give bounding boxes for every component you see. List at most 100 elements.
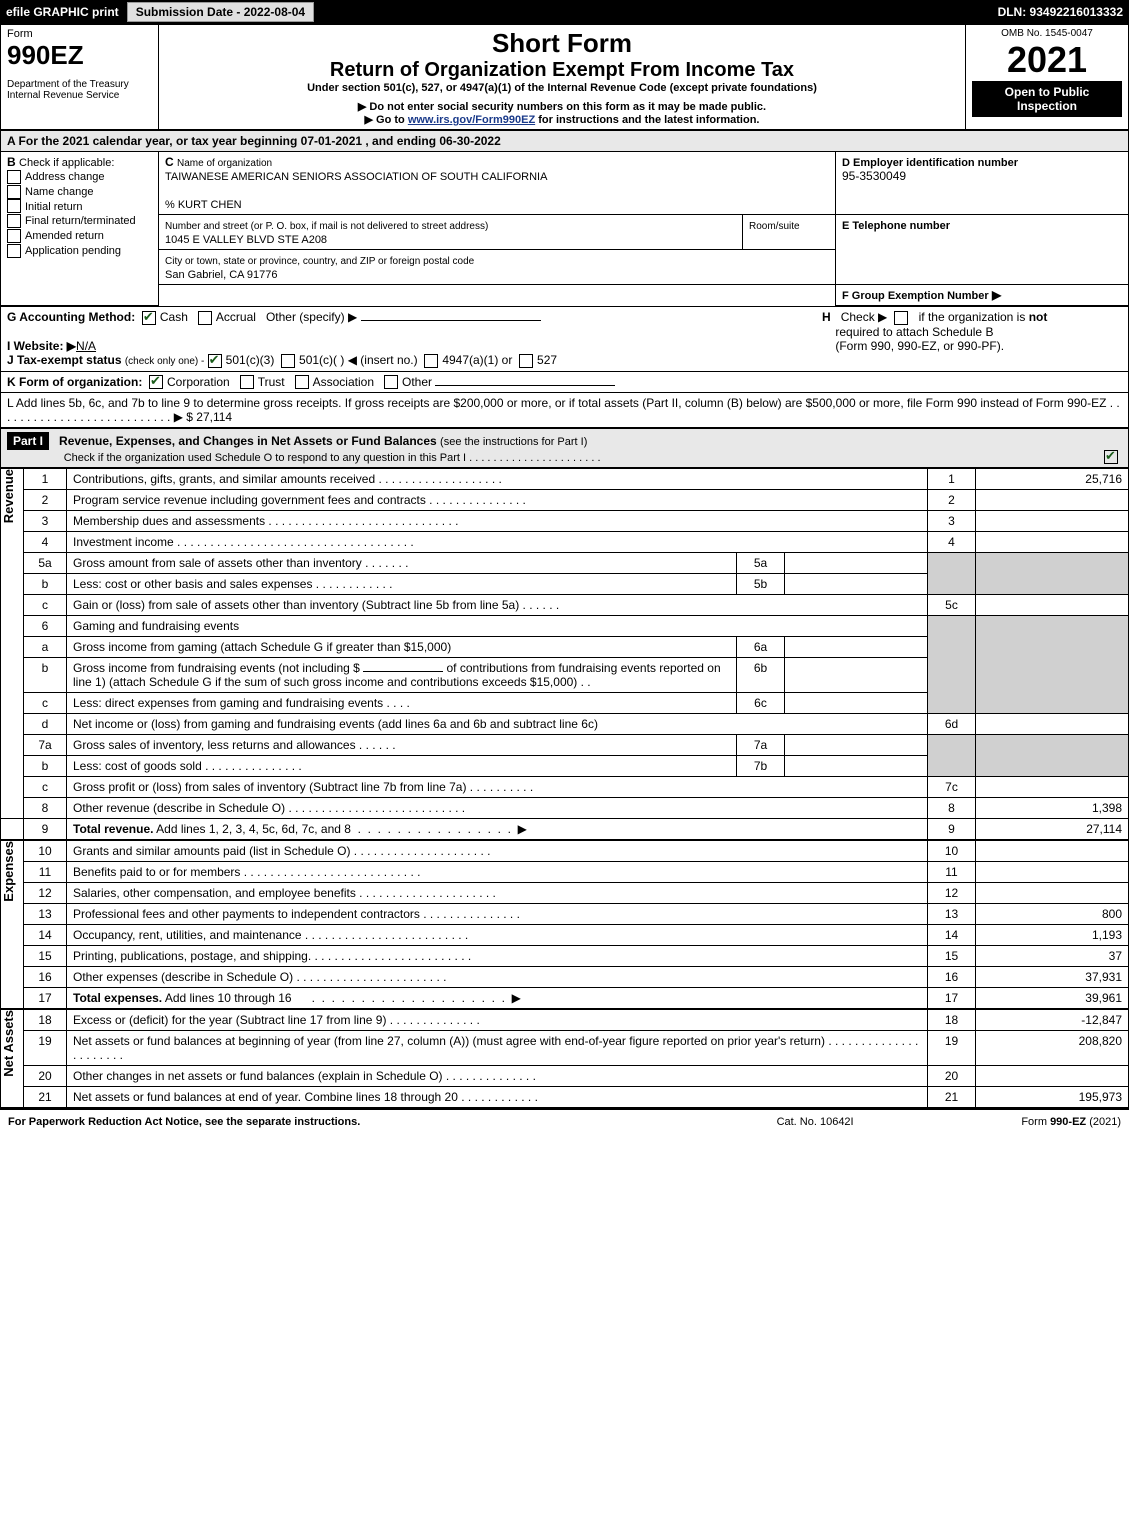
trust-label: Trust xyxy=(258,375,285,389)
l19-code: 19 xyxy=(928,1031,976,1066)
submission-date-button[interactable]: Submission Date - 2022-08-04 xyxy=(127,2,314,22)
room-label: Room/suite xyxy=(749,221,800,232)
l6d-code: 6d xyxy=(928,714,976,735)
l7c-desc: Gross profit or (loss) from sales of inv… xyxy=(67,777,928,798)
row-h-t5: (Form 990, 990-EZ, or 990-PF). xyxy=(835,339,1004,353)
amended-return-checkbox[interactable] xyxy=(7,229,21,243)
l7a-desc: Gross sales of inventory, less returns a… xyxy=(67,735,737,756)
l6b-amount-input[interactable] xyxy=(363,671,443,672)
subtitle: Under section 501(c), 527, or 4947(a)(1)… xyxy=(165,82,959,94)
final-return-checkbox[interactable] xyxy=(7,214,21,228)
box-c-name-label: Name of organization xyxy=(177,158,272,169)
l14-num: 14 xyxy=(24,925,67,946)
addr-change-checkbox[interactable] xyxy=(7,170,21,184)
l6c-val xyxy=(785,693,928,714)
footer-left: For Paperwork Reduction Act Notice, see … xyxy=(2,1112,725,1132)
501c3-label: 501(c)(3) xyxy=(226,353,275,367)
l17-bold: Total expenses. xyxy=(73,991,162,1005)
footer-mid: Cat. No. 10642I xyxy=(727,1112,904,1132)
l12-num: 12 xyxy=(24,883,67,904)
l16-val: 37,931 xyxy=(976,967,1129,988)
row-g-label: G Accounting Method: xyxy=(7,310,135,324)
other-org-label: Other xyxy=(402,375,432,389)
l17-code: 17 xyxy=(928,988,976,1009)
period-line: A For the 2021 calendar year, or tax yea… xyxy=(1,131,1129,152)
l6d-desc: Net income or (loss) from gaming and fun… xyxy=(67,714,928,735)
footer: For Paperwork Reduction Act Notice, see … xyxy=(0,1108,1129,1134)
box-c-letter: C xyxy=(165,155,174,169)
l3-desc: Membership dues and assessments . . . . … xyxy=(67,511,928,532)
accrual-label: Accrual xyxy=(216,310,256,324)
l20-num: 20 xyxy=(24,1066,67,1087)
street-label: Number and street (or P. O. box, if mail… xyxy=(165,221,488,232)
addr-change-label: Address change xyxy=(25,171,105,183)
netassets-table: Net Assets 18 Excess or (deficit) for th… xyxy=(0,1009,1129,1108)
4947-label: 4947(a)(1) or xyxy=(442,353,512,367)
l15-desc: Printing, publications, postage, and shi… xyxy=(67,946,928,967)
box-d-label: D Employer identification number xyxy=(842,157,1018,169)
irs-link[interactable]: www.irs.gov/Form990EZ xyxy=(408,114,535,126)
assoc-label: Association xyxy=(313,375,374,389)
accrual-checkbox[interactable] xyxy=(198,311,212,325)
l19-val: 208,820 xyxy=(976,1031,1129,1066)
l9-bold: Total revenue. xyxy=(73,822,153,836)
city-value: San Gabriel, CA 91776 xyxy=(165,269,278,281)
l5c-num: c xyxy=(24,595,67,616)
row-l-value: 27,114 xyxy=(196,410,232,424)
l16-code: 16 xyxy=(928,967,976,988)
l15-num: 15 xyxy=(24,946,67,967)
other-org-checkbox[interactable] xyxy=(384,375,398,389)
l15-val: 37 xyxy=(976,946,1129,967)
4947-checkbox[interactable] xyxy=(424,354,438,368)
main-title: Return of Organization Exempt From Incom… xyxy=(165,59,959,82)
goto-pre: ▶ Go to xyxy=(365,114,408,126)
l8-num: 8 xyxy=(24,798,67,819)
form-number: 990EZ xyxy=(7,40,152,71)
org-name: TAIWANESE AMERICAN SENIORS ASSOCIATION O… xyxy=(165,171,547,183)
ein-value: 95-3530049 xyxy=(842,169,906,183)
other-org-input[interactable] xyxy=(435,385,615,386)
l5a-num: 5a xyxy=(24,553,67,574)
l10-val xyxy=(976,841,1129,862)
website-value: N/A xyxy=(76,339,96,353)
l6d-val xyxy=(976,714,1129,735)
l6d-num: d xyxy=(24,714,67,735)
l6b-num: b xyxy=(24,658,67,693)
revenue-table: Revenue 1 Contributions, gifts, grants, … xyxy=(0,468,1129,840)
footer-right-post: (2021) xyxy=(1086,1116,1121,1128)
footer-right-bold: 990-EZ xyxy=(1050,1116,1086,1128)
assoc-checkbox[interactable] xyxy=(295,375,309,389)
527-checkbox[interactable] xyxy=(519,354,533,368)
application-pending-checkbox[interactable] xyxy=(7,244,21,258)
l20-code: 20 xyxy=(928,1066,976,1087)
name-change-checkbox[interactable] xyxy=(7,185,21,199)
initial-return-checkbox[interactable] xyxy=(7,199,21,213)
schedule-b-checkbox[interactable] xyxy=(894,311,908,325)
l12-val xyxy=(976,883,1129,904)
501c-label: 501(c)( ) xyxy=(299,353,344,367)
box-b-label: Check if applicable: xyxy=(19,157,114,169)
corp-checkbox[interactable] xyxy=(149,375,163,389)
l12-code: 12 xyxy=(928,883,976,904)
info-table: A For the 2021 calendar year, or tax yea… xyxy=(0,130,1129,306)
goto-note: ▶ Go to www.irs.gov/Form990EZ for instru… xyxy=(165,113,959,126)
other-input[interactable] xyxy=(361,320,541,321)
l7b-code: 7b xyxy=(737,756,785,777)
l6b-code: 6b xyxy=(737,658,785,693)
schedule-o-checkbox[interactable] xyxy=(1104,450,1118,464)
l2-desc: Program service revenue including govern… xyxy=(67,490,928,511)
l4-code: 4 xyxy=(928,532,976,553)
l6b-val xyxy=(785,658,928,693)
cash-checkbox[interactable] xyxy=(142,311,156,325)
irs-label: Internal Revenue Service xyxy=(7,90,152,101)
501c3-checkbox[interactable] xyxy=(208,354,222,368)
trust-checkbox[interactable] xyxy=(240,375,254,389)
l14-desc: Occupancy, rent, utilities, and maintena… xyxy=(67,925,928,946)
501c-checkbox[interactable] xyxy=(281,354,295,368)
l7c-code: 7c xyxy=(928,777,976,798)
l18-val: -12,847 xyxy=(976,1010,1129,1031)
l5b-desc: Less: cost or other basis and sales expe… xyxy=(67,574,737,595)
l5a-desc: Gross amount from sale of assets other t… xyxy=(67,553,737,574)
dept-label: Department of the Treasury xyxy=(7,79,152,90)
rows-g-to-l: G Accounting Method: Cash Accrual Other … xyxy=(0,306,1129,428)
